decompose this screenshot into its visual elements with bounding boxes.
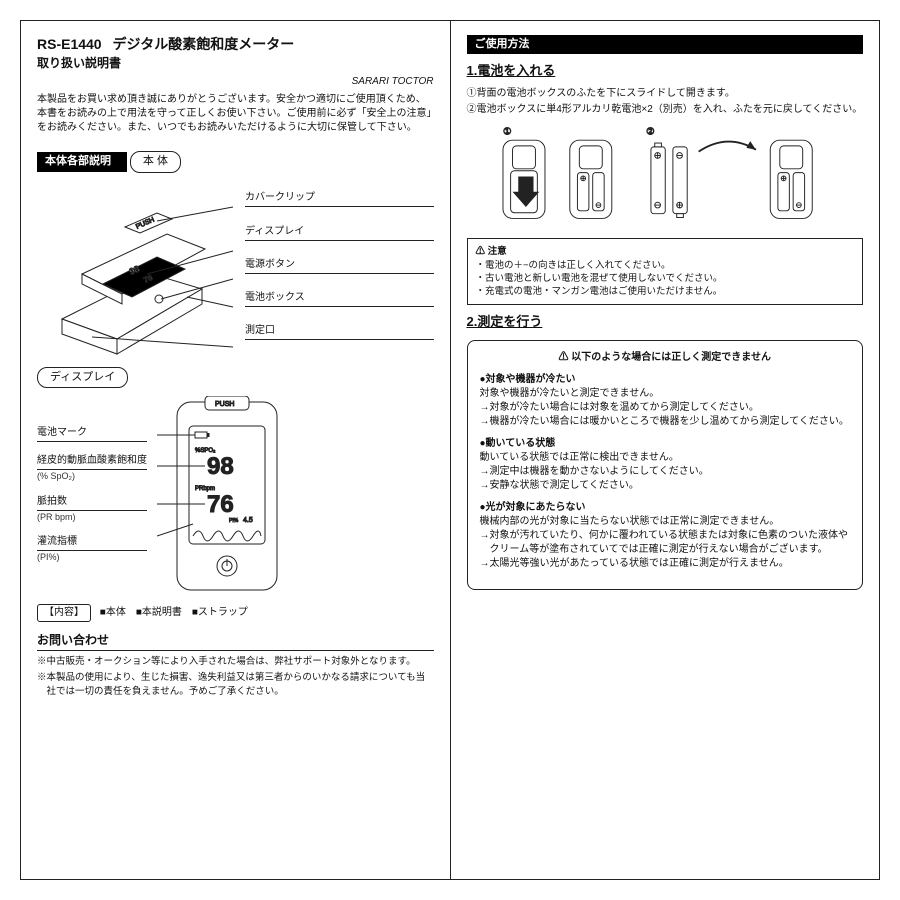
warn-c-title: ●光が対象にあたらない [480, 501, 851, 515]
subtitle: 取り扱い説明書 [37, 55, 434, 72]
usage-header: ご使用方法 [467, 35, 864, 54]
svg-text:98: 98 [207, 453, 234, 480]
part-labels: カバークリップ ディスプレイ 電源ボタン 電池ボックス 測定口 [245, 179, 434, 359]
svg-text:4.5: 4.5 [243, 517, 253, 524]
right-column: ご使用方法 1.電池を入れる ①背面の電池ボックスのふたを下にスライドして開きま… [451, 21, 880, 879]
warn-a-1: 対象や機器が冷たいと測定できません。 [480, 387, 851, 401]
svg-text:①: ① [502, 126, 511, 137]
inquiry-line-1: ※中古販売・オークション等により入手された場合は、弊社サポート対象外となります。 [37, 655, 434, 668]
inquiry-line-2: ※本製品の使用により、生じた損害、逸失利益又は第三者からのいかなる請求についても… [37, 671, 434, 698]
section-parts-header: 本体各部説明 [37, 152, 127, 171]
parts-diagram: PUSH 98 76 カバークリップ ディスプレイ [37, 179, 434, 359]
warn-item-light: ●光が対象にあたらない 機械内部の光が対象に当たらない状態では正常に測定できませ… [480, 501, 851, 571]
label-port: 測定口 [245, 324, 434, 340]
intro-text: 本製品をお買い求め頂き誠にありがとうございます。安全かつ適切にご使用頂くため、本… [37, 93, 434, 135]
inquiry-text: ※中古販売・オークション等により入手された場合は、弊社サポート対象外となります。… [37, 655, 434, 698]
warn-c-2: →対象が汚れていたり、何かに覆われている状態または対象に色素のついた液体やクリー… [480, 529, 851, 557]
label-display: ディスプレイ [245, 225, 434, 241]
warn-item-cold: ●対象や機器が冷たい 対象や機器が冷たいと測定できません。 →対象が冷たい場合に… [480, 373, 851, 429]
left-column: RS-E1440 デジタル酸素飽和度メーター 取り扱い説明書 SARARI TO… [21, 21, 451, 879]
body-tab: 本 体 [130, 151, 181, 172]
caution-header: ⚠ 注意 [476, 245, 855, 258]
caution-2: ・古い電池と新しい電池を混ぜて使用しないでください。 [476, 272, 855, 285]
warn-header: ⚠ 以下のような場合には正しく測定できません [480, 351, 851, 365]
step1-line1: ①背面の電池ボックスのふたを下にスライドして開きます。 [467, 87, 864, 101]
label-batt-mark: 電池マーク [37, 426, 147, 442]
caution-1: ・電池の＋−の向きは正しく入れてください。 [476, 259, 855, 272]
label-pr-unit: (PR bpm) [37, 511, 147, 524]
warn-a-2: →対象が冷たい場合には対象を温めてから測定してください。 [480, 401, 851, 415]
step1-title: 1.電池を入れる [467, 62, 864, 80]
warn-a-3: →機器が冷たい場合には暖かいところで機器を少し温めてから測定してください。 [480, 415, 851, 429]
svg-text:②: ② [646, 126, 655, 137]
warn-b-3: →安静な状態で測定してください。 [480, 479, 851, 493]
step1-text: ①背面の電池ボックスのふたを下にスライドして開きます。 ②電池ボックスに単4形ア… [467, 87, 864, 117]
label-clip: カバークリップ [245, 191, 434, 207]
label-pi-unit: (PI%) [37, 551, 147, 564]
display-diagram: 電池マーク 経皮的動脈血酸素飽和度 (% SpO₂) 脈拍数 (PR bpm) … [37, 396, 434, 596]
contents-header: 【内容】 [37, 604, 91, 622]
warn-b-1: 動いている状態では正常に検出できません。 [480, 451, 851, 465]
warn-item-moving: ●動いている状態 動いている状態では正常に検出できません。 →測定中は機器を動か… [480, 437, 851, 493]
svg-text:PI%: PI% [229, 518, 239, 524]
inquiry-header: お問い合わせ [37, 632, 434, 651]
warn-b-2: →測定中は機器を動かさないようにしてください。 [480, 465, 851, 479]
step1-line2: ②電池ボックスに単4形アルカリ乾電池×2（別売）を入れ、ふたを元に戻してください… [467, 103, 864, 117]
display-illustration: PUSH %SPO₂ 98 PRbpm 76 PI% 4.5 [157, 396, 297, 596]
package-contents: 【内容】 ■本体 ■本説明書 ■ストラップ [37, 604, 434, 622]
label-pr: 脈拍数 [37, 495, 147, 511]
svg-text:76: 76 [207, 491, 234, 518]
display-labels: 電池マーク 経皮的動脈血酸素飽和度 (% SpO₂) 脈拍数 (PR bpm) … [37, 396, 147, 596]
warn-b-title: ●動いている状態 [480, 437, 851, 451]
manual-sheet: RS-E1440 デジタル酸素飽和度メーター 取り扱い説明書 SARARI TO… [20, 20, 880, 880]
product-name: デジタル酸素飽和度メーター [113, 36, 295, 52]
battery-illustration: ① ② [467, 123, 864, 228]
label-battery: 電池ボックス [245, 291, 434, 307]
contents-items: ■本体 ■本説明書 ■ストラップ [100, 607, 248, 618]
label-power: 電源ボタン [245, 258, 434, 274]
label-spo2: 経皮的動脈血酸素飽和度 [37, 454, 147, 470]
warn-a-title: ●対象や機器が冷たい [480, 373, 851, 387]
warn-c-1: 機械内部の光が対象に当たらない状態では正常に測定できません。 [480, 515, 851, 529]
brand-name: SARARI TOCTOR [37, 75, 434, 89]
caution-3: ・充電式の電池・マンガン電池はご使用いただけません。 [476, 285, 855, 298]
title-block: RS-E1440 デジタル酸素飽和度メーター 取り扱い説明書 [37, 35, 434, 71]
label-spo2-unit: (% SpO₂) [37, 470, 147, 483]
step2-title: 2.測定を行う [467, 313, 864, 331]
svg-text:PUSH: PUSH [215, 401, 234, 408]
display-tab: ディスプレイ [37, 367, 128, 388]
label-pi: 灌流指標 [37, 535, 147, 551]
warn-c-3: →太陽光等強い光があたっている状態では正確に測定が行えません。 [480, 557, 851, 571]
model-number: RS-E1440 [37, 36, 102, 52]
caution-box: ⚠ 注意 ・電池の＋−の向きは正しく入れてください。 ・古い電池と新しい電池を混… [467, 238, 864, 305]
measurement-warning-box: ⚠ 以下のような場合には正しく測定できません ●対象や機器が冷たい 対象や機器が… [467, 340, 864, 590]
device-illustration: PUSH 98 76 [37, 179, 237, 359]
